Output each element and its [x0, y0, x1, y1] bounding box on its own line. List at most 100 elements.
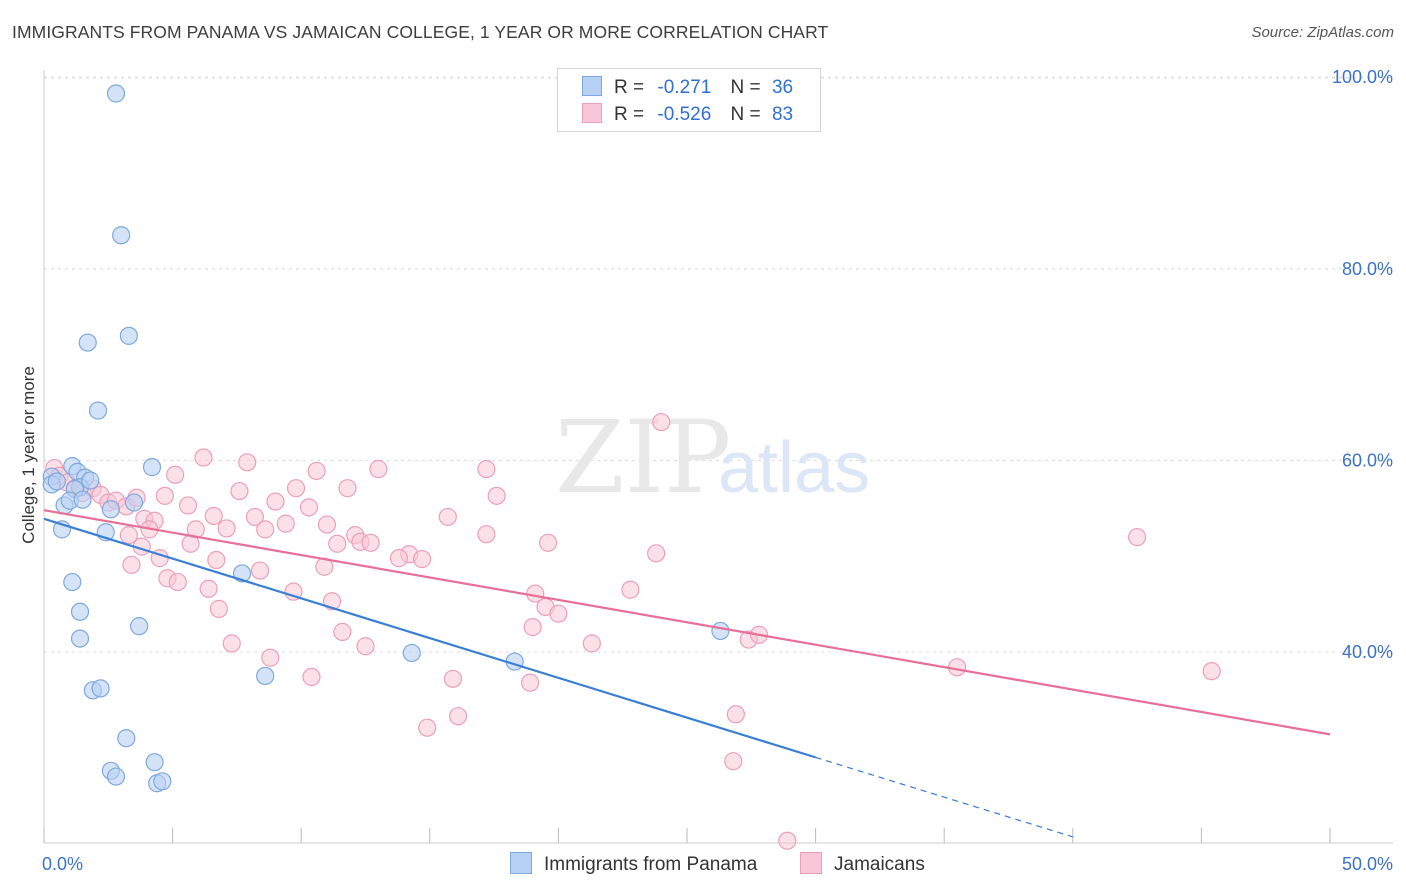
series-legend-panama[interactable]: Immigrants from Panama: [510, 852, 757, 876]
x-tick-label: 0.0%: [42, 854, 83, 874]
jamaicans-point: [621, 580, 640, 599]
jamaicans-point: [448, 707, 468, 726]
panama-point: [88, 401, 108, 420]
legend-row-jamaicans: R = -0.526 N = 83: [582, 103, 793, 125]
jamaicans-point: [222, 634, 241, 653]
jamaicans-point: [166, 465, 185, 484]
jamaicans-point: [317, 515, 337, 534]
panama-point: [402, 643, 421, 663]
jamaicans-point: [549, 604, 568, 623]
legend-r-value: -0.271: [657, 77, 712, 98]
panama-point: [47, 472, 66, 491]
legend-n-label: N =: [730, 104, 761, 125]
jamaicans-point: [119, 526, 138, 545]
jamaicans-point: [155, 486, 174, 505]
jamaicans-point: [724, 752, 743, 771]
legend-r-value: -0.526: [657, 104, 712, 125]
jamaicans-point: [238, 453, 257, 472]
panama-point: [73, 490, 92, 509]
panama-point: [91, 679, 110, 698]
y-tick-label: 40.0%: [1342, 642, 1393, 662]
legend-row-panama: R = -0.271 N = 36: [582, 76, 793, 98]
jamaicans-point: [199, 579, 218, 598]
panama-point: [256, 666, 275, 686]
jamaicans-point: [726, 705, 745, 724]
panama-point: [63, 572, 82, 592]
jamaicans-point: [778, 831, 797, 850]
panama-trend-line: [43, 517, 816, 759]
jamaicans-point: [250, 561, 270, 580]
jamaicans-point: [333, 622, 352, 641]
legend-r-label: R =: [614, 104, 645, 125]
jamaicans-point: [647, 544, 666, 563]
panama-point: [101, 500, 120, 519]
jamaicans-point: [389, 549, 409, 568]
jamaicans-point: [521, 673, 540, 692]
series-legend-label: Immigrants from Panama: [544, 854, 758, 875]
legend-r-label: R =: [614, 77, 645, 98]
jamaicans-point: [209, 599, 228, 618]
panama-point: [117, 729, 136, 748]
jamaicans-point: [256, 520, 275, 539]
panama-point: [106, 84, 126, 103]
series-legend-jamaicans[interactable]: Jamaicans: [800, 852, 925, 876]
jamaicans-trend-line: [43, 509, 1331, 736]
jamaicans-point: [1202, 662, 1221, 681]
jamaicans-point: [204, 506, 223, 526]
jamaicans-point: [443, 669, 463, 688]
panama-point: [106, 767, 126, 786]
jamaicans-point: [122, 555, 141, 574]
y-tick-label: 80.0%: [1342, 259, 1393, 279]
source-label: Source: ZipAtlas.com: [1251, 24, 1394, 41]
chart-title: IMMIGRANTS FROM PANAMA VS JAMAICAN COLLE…: [12, 22, 829, 42]
y-axis-label: College, 1 year or more: [19, 366, 38, 544]
jamaicans-point: [286, 479, 306, 498]
legend-n-value: 83: [771, 104, 794, 125]
panama-point: [81, 471, 100, 490]
jamaicans-point: [261, 648, 280, 667]
jamaicans-point: [178, 496, 198, 515]
stats-legend: R = -0.271 N = 36 R = -0.526 N = 83: [557, 68, 821, 132]
jamaicans-point: [194, 448, 213, 467]
panama-point: [145, 753, 164, 772]
jamaicans-point: [299, 498, 319, 517]
jamaicans-point: [168, 572, 187, 592]
jamaicans-point: [217, 519, 236, 538]
panama-trend-extension: [815, 756, 1073, 838]
jamaicans-point: [266, 492, 285, 511]
watermark-atlas: atlas: [718, 428, 870, 508]
y-tick-label: 100.0%: [1332, 67, 1393, 87]
jamaicans-point: [284, 582, 303, 601]
trend-lines: [43, 509, 1331, 838]
jamaicans-point: [307, 461, 326, 481]
jamaicans-point: [369, 459, 388, 479]
jamaicans-point: [477, 459, 496, 479]
jamaicans-point: [418, 718, 437, 737]
jamaicans-point: [356, 637, 375, 656]
jamaicans-point: [412, 549, 432, 569]
tick-labels: 40.0% 60.0% 80.0% 100.0% 0.0% 50.0%: [42, 67, 1393, 874]
series-swatch-pink: [800, 852, 822, 874]
legend-swatch-blue: [582, 76, 602, 96]
watermark-zip: ZIP: [555, 399, 731, 516]
jamaicans-point: [207, 550, 226, 570]
panama-point: [711, 621, 730, 641]
jamaicans-point: [328, 534, 347, 553]
panama-point: [142, 458, 162, 477]
y-tick-label: 60.0%: [1342, 450, 1393, 470]
jamaicans-point: [438, 507, 457, 527]
series-legend-label: Jamaicans: [834, 854, 925, 875]
jamaicans-point: [477, 525, 496, 544]
panama-point: [70, 602, 90, 621]
legend-n-label: N =: [730, 77, 761, 98]
panama-point: [70, 629, 90, 648]
jamaicans-point: [230, 481, 249, 501]
panama-point: [130, 617, 149, 636]
series-legend: Immigrants from Panama Jamaicans: [0, 852, 1406, 878]
jamaicans-point: [361, 533, 380, 552]
jamaicans-point: [302, 667, 321, 687]
panama-point: [124, 493, 144, 512]
jamaicans-point: [276, 514, 295, 533]
panama-point: [153, 772, 172, 791]
